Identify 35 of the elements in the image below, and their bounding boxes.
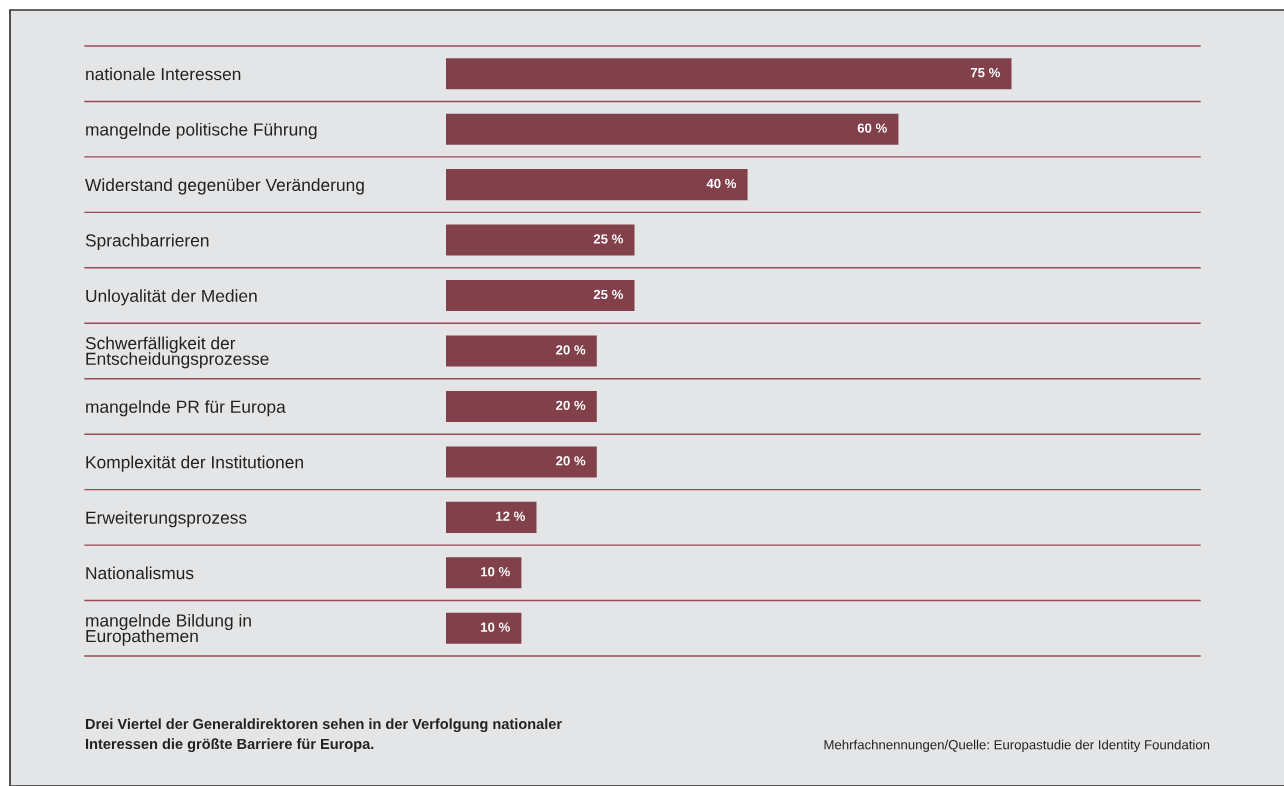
bar (446, 446, 597, 478)
y-tick-label: mangelnde Bildung in Europathemen (86, 613, 251, 646)
y-tick-label: Erweiterungsprozess (86, 511, 247, 528)
data-label: 60 % (857, 123, 887, 133)
data-label: 25 % (593, 234, 624, 244)
bar (446, 113, 899, 145)
data-label: 20 % (556, 456, 586, 466)
text: Mehrfachnennungen/Quelle: Europastudie der Identity Foundation (824, 739, 1210, 752)
data-label: 20 % (556, 345, 586, 355)
y-tick-label: mangelnde politische Führung (86, 122, 317, 140)
y-tick-label: Widerstand gegenüber Veränderung (85, 178, 364, 195)
bar (446, 280, 635, 312)
bar (446, 335, 597, 367)
data-label: 12 % (496, 511, 526, 521)
bar (446, 169, 748, 201)
data-label: 25 % (593, 289, 624, 300)
data-label: 10 % (481, 567, 510, 577)
bar (446, 58, 1012, 90)
y-tick-label: Unloyalität der Medien (86, 289, 257, 306)
bar (446, 612, 522, 644)
bar (446, 501, 537, 533)
y-tick-label: Nationalismus (86, 566, 194, 580)
bar (446, 390, 597, 422)
bar (446, 224, 635, 256)
data-label: 40 % (706, 178, 737, 189)
data-label: 75 % (970, 67, 1001, 78)
bar (446, 557, 522, 589)
y-tick-label: Komplexität der Institutionen (86, 455, 303, 472)
data-label: 20 % (556, 400, 586, 410)
y-tick-label: nationale Interessen (86, 67, 241, 81)
data-label: 10 % (481, 622, 510, 632)
y-tick-label: Sprachbarrieren (85, 233, 209, 250)
y-tick-label: Schwerfälligkeit der Entscheidungsprozesse (85, 336, 269, 369)
y-tick-label: mangelnde PR für Europa (86, 400, 286, 417)
text: Drei Viertel der Generaldirektoren sehen in der Verfolgung nationaler Interessen die größte Barriere für Europa. (85, 718, 562, 752)
